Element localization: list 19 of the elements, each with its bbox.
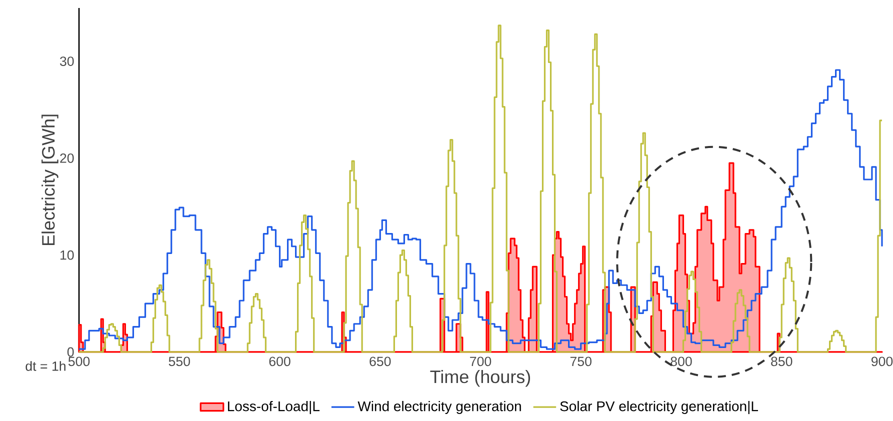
x-tick-label: 750 [570,356,592,366]
legend-label: Solar PV electricity generation|L [560,400,758,414]
x-tick-label: 850 [771,356,792,366]
y-axis-title: Electricity [GWh] [42,114,58,246]
y-tick-label: 10 [60,250,74,260]
x-tick-label: 900 [871,356,893,366]
y-tick-label: 20 [60,153,74,163]
x-tick-label: 600 [269,356,290,366]
x-tick-label: 700 [470,356,492,366]
x-tick-label: 800 [670,356,692,366]
y-tick-label: 30 [60,56,74,66]
x-axis-title: Time (hours) [430,370,530,387]
legend-label: Loss-of-Load|L [228,400,320,414]
x-tick-label: 650 [370,356,391,366]
x-tick-label: 550 [168,356,190,366]
text: dt = 1h [26,361,66,371]
legend-label: Wind electricity generation [358,400,521,414]
x-tick-label: 500 [68,356,90,366]
y-tick-label: 0 [67,347,74,357]
